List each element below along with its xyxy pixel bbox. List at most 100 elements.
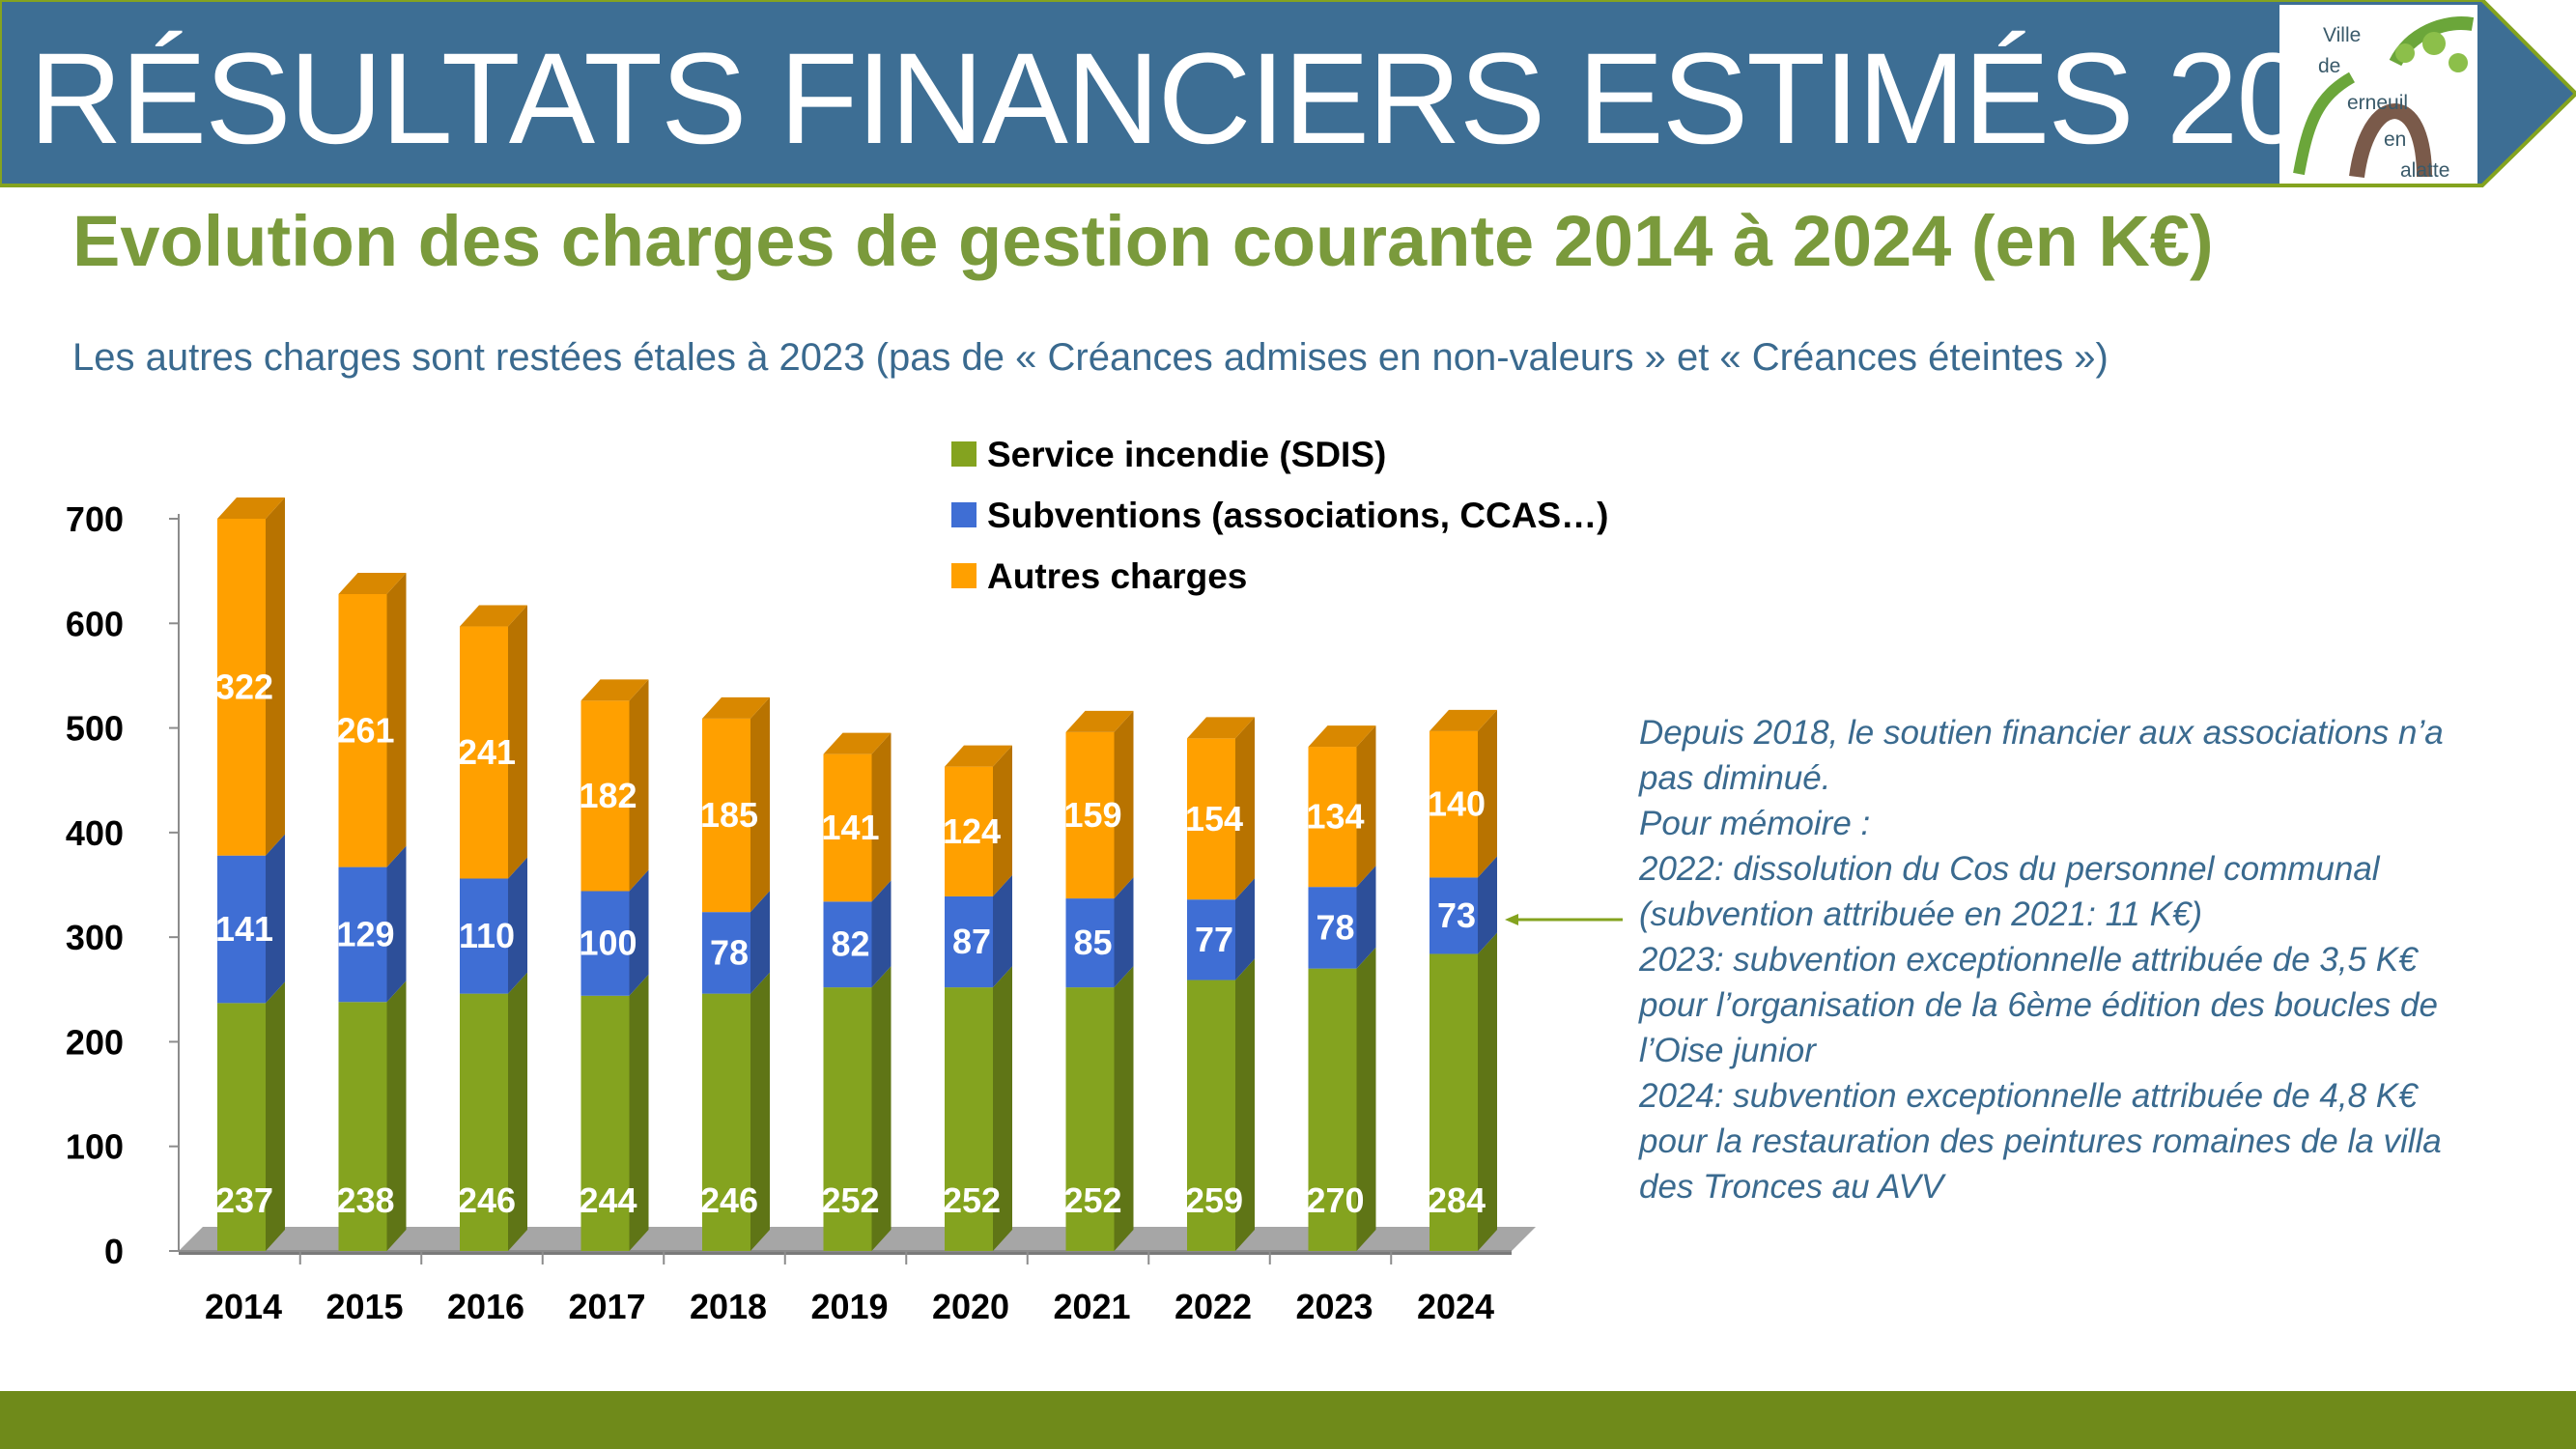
annotation-line: pas diminué. [1639,759,1831,797]
bar-top [338,572,407,594]
x-tick-label: 2021 [1053,1287,1130,1326]
annotation-line: 2022: dissolution du Cos du personnel co… [1639,850,2380,888]
data-label: 159 [1063,795,1121,835]
data-label: 244 [579,1180,637,1220]
bar-segment [702,993,750,1251]
note-top: Les autres charges sont restées étales à… [72,336,2109,379]
bar-segment [460,878,508,994]
y-tick-label: 700 [66,499,124,539]
data-label: 238 [336,1180,394,1220]
bar-side [386,845,407,1003]
bar-segment [580,995,630,1251]
bar-segment [702,718,750,913]
data-label: 100 [579,923,637,963]
bar-segment [338,1002,387,1251]
annotation-arrowhead [1505,914,1518,925]
bar-segment [460,993,508,1251]
bar-top [1308,725,1376,748]
x-tick-label: 2024 [1417,1287,1494,1326]
bar-side [871,966,892,1251]
page-title: RÉSULTATS FINANCIERS ESTIMÉS 2024 [29,27,2449,171]
data-label: 134 [1306,797,1364,837]
bar-segment [338,867,387,1003]
footer-band [0,1391,2576,1449]
header-band [0,0,2576,187]
bar-segment [1187,738,1235,900]
data-label: 241 [458,732,516,772]
annotation-line: Depuis 2018, le soutien financier aux as… [1639,714,2444,752]
bar-side [508,972,527,1251]
bar-side [993,745,1012,896]
y-tick-label: 600 [66,604,124,643]
town-logo: Ville de erneuil en alatte [2279,5,2477,184]
bar-side [386,980,407,1251]
bar-segment [217,519,266,856]
bar-segment [1308,968,1357,1251]
bar-side [1478,856,1497,954]
bar-segment [1065,898,1115,988]
data-label: 261 [336,710,394,750]
bar-segment [823,753,872,902]
bar-side [629,869,649,996]
legend-label: Autres charges [987,556,1247,596]
bar-segment [1065,731,1115,899]
annotation-line: 2023: subvention exceptionnelle attribué… [1639,941,2418,979]
bar-segment [945,987,993,1251]
data-label: 182 [579,776,637,815]
bar-segment [580,700,630,892]
data-label: 129 [336,914,394,953]
x-tick-label: 2015 [326,1287,403,1326]
bar-side [993,874,1012,988]
bar-segment [1308,887,1357,969]
bar-top [823,732,892,754]
data-label: 270 [1306,1180,1364,1220]
bar-side [386,572,407,867]
bar-segment [338,593,387,867]
bar-side [266,834,285,1004]
data-label: 124 [943,811,1001,851]
bar-segment [580,891,630,996]
bar-side [1114,877,1134,988]
bar-segment [702,912,750,994]
data-label: 87 [952,922,991,961]
x-tick-label: 2017 [568,1287,645,1326]
data-label: 140 [1428,784,1486,824]
bar-top [1187,717,1255,739]
bar-top [1430,709,1497,731]
bar-side [1235,958,1255,1251]
bar-side [1235,878,1255,980]
legend-label: Service incendie (SDIS) [987,435,1386,474]
bar-side [1356,725,1376,888]
bar-segment [1187,980,1235,1251]
y-tick-label: 500 [66,709,124,749]
x-tick-label: 2019 [810,1287,888,1326]
bar-side [629,974,649,1251]
bar-top [460,605,527,627]
data-label: 322 [215,667,273,706]
bar-side [871,880,892,988]
bar-side [1356,866,1376,969]
legend-swatch [951,563,977,588]
bar-side [266,497,285,856]
bar-side [750,972,770,1251]
data-label: 78 [710,932,749,972]
bar-segment [823,987,872,1251]
data-label: 185 [700,795,758,835]
y-tick-label: 100 [66,1127,124,1167]
logo-text: Ville de erneuil en alatte [2318,24,2450,182]
bar-side [1478,932,1497,1251]
y-tick-label: 0 [104,1232,124,1271]
y-tick-label: 300 [66,918,124,957]
x-tick-label: 2023 [1295,1287,1373,1326]
annotation-line: (subvention attribuée en 2021: 11 K€) [1639,895,2203,933]
data-label: 154 [1185,799,1243,838]
bar-segment [217,1003,266,1251]
data-label: 73 [1437,895,1476,935]
data-label: 85 [1073,923,1112,962]
bar-side [1356,947,1376,1251]
annotation-text: Depuis 2018, le soutien financier aux as… [1639,710,2547,1209]
bar-top [1065,710,1134,732]
x-tick-label: 2018 [690,1287,767,1326]
x-tick-label: 2016 [447,1287,524,1326]
chart-subtitle: Evolution des charges de gestion courant… [72,201,2214,281]
